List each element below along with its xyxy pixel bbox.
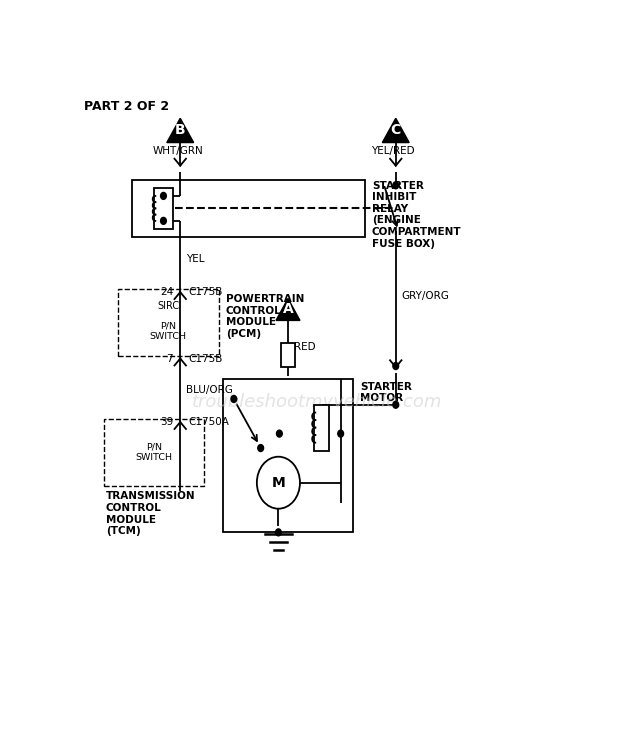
Circle shape bbox=[393, 362, 399, 370]
Text: SIRC: SIRC bbox=[157, 302, 179, 311]
Text: 39: 39 bbox=[160, 417, 173, 427]
Text: YEL: YEL bbox=[186, 254, 205, 264]
Text: WHT/GRN: WHT/GRN bbox=[153, 146, 203, 156]
Circle shape bbox=[276, 430, 282, 437]
Text: 7: 7 bbox=[166, 353, 173, 364]
Text: C1750A: C1750A bbox=[189, 417, 230, 427]
Text: C175B: C175B bbox=[189, 353, 223, 364]
Circle shape bbox=[393, 182, 399, 189]
Text: RED: RED bbox=[294, 342, 315, 352]
Bar bbox=[154, 188, 172, 230]
Text: troubleshootmyvehicle.com: troubleshootmyvehicle.com bbox=[192, 393, 442, 411]
Polygon shape bbox=[167, 118, 193, 142]
Text: C175B: C175B bbox=[189, 287, 223, 297]
Text: STARTER
INHIBIT
RELAY
(ENGINE
COMPARTMENT
FUSE BOX): STARTER INHIBIT RELAY (ENGINE COMPARTMEN… bbox=[372, 181, 462, 249]
Text: GRY/ORG: GRY/ORG bbox=[402, 292, 449, 302]
Text: C: C bbox=[391, 124, 401, 137]
Circle shape bbox=[258, 445, 263, 452]
Text: 24: 24 bbox=[160, 287, 173, 297]
Text: PART 2 OF 2: PART 2 OF 2 bbox=[85, 100, 169, 113]
Bar bbox=[118, 290, 219, 356]
Polygon shape bbox=[383, 118, 409, 142]
Bar bbox=[104, 419, 204, 485]
Text: A: A bbox=[282, 302, 294, 316]
Text: B: B bbox=[175, 124, 185, 137]
Text: M: M bbox=[271, 476, 286, 490]
Polygon shape bbox=[276, 298, 300, 320]
Bar bbox=[315, 405, 329, 451]
Text: P/N
SWITCH: P/N SWITCH bbox=[135, 442, 172, 462]
Text: YEL/RED: YEL/RED bbox=[371, 146, 415, 156]
Text: TRANSMISSION
CONTROL
MODULE
(TCM): TRANSMISSION CONTROL MODULE (TCM) bbox=[106, 491, 196, 536]
Bar bbox=[281, 344, 295, 368]
Circle shape bbox=[231, 395, 237, 403]
Bar bbox=[223, 379, 353, 532]
Circle shape bbox=[161, 217, 166, 224]
Bar bbox=[132, 179, 365, 237]
Circle shape bbox=[161, 193, 166, 200]
Circle shape bbox=[338, 430, 344, 437]
Circle shape bbox=[393, 401, 399, 408]
Text: P/N
SWITCH: P/N SWITCH bbox=[150, 322, 187, 340]
Text: BLU/ORG: BLU/ORG bbox=[186, 386, 233, 395]
Circle shape bbox=[276, 529, 281, 536]
Text: POWERTRAIN
CONTROL
MODULE
(PCM): POWERTRAIN CONTROL MODULE (PCM) bbox=[226, 294, 304, 339]
Circle shape bbox=[257, 457, 300, 509]
Text: STARTER
MOTOR: STARTER MOTOR bbox=[360, 382, 412, 404]
